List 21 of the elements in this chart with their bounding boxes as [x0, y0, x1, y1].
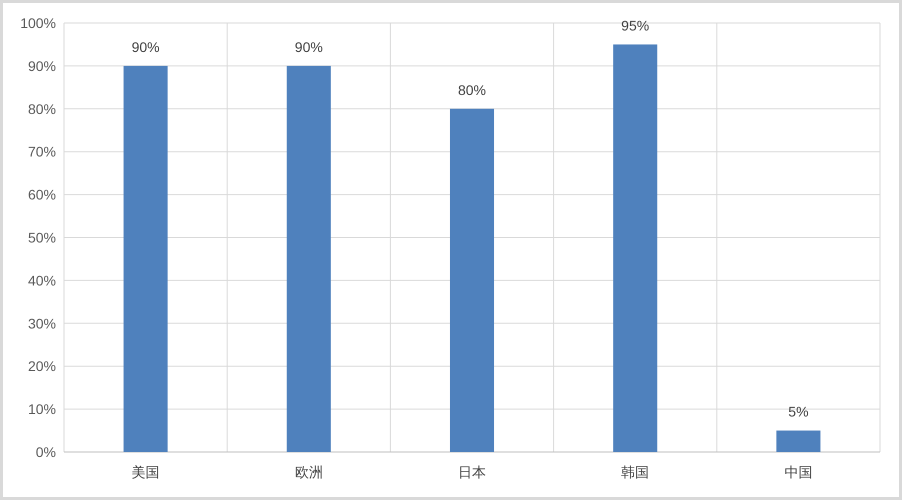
y-tick-label: 50%: [28, 230, 56, 246]
y-tick-label: 80%: [28, 100, 56, 117]
y-tick-label: 60%: [28, 186, 56, 203]
x-tick-label: 中国: [784, 464, 812, 480]
y-tick-label: 20%: [28, 358, 56, 374]
x-tick-label: 韩国: [621, 464, 650, 480]
data-label: 80%: [458, 82, 486, 98]
data-label: 90%: [132, 38, 160, 55]
y-tick-label: 90%: [28, 58, 56, 74]
x-tick-label: 欧洲: [294, 464, 323, 480]
x-tick-label: 日本: [458, 464, 486, 480]
y-tick-label: 100%: [20, 15, 56, 31]
y-tick-label: 0%: [36, 444, 56, 460]
y-tick-label: 70%: [28, 144, 56, 160]
data-label: 95%: [621, 17, 650, 34]
data-label: 5%: [788, 404, 809, 420]
y-tick-label: 10%: [28, 401, 56, 418]
data-label: 90%: [294, 38, 323, 55]
y-tick-label: 30%: [28, 315, 56, 332]
x-tick-label: 美国: [132, 464, 160, 480]
y-tick-label: 40%: [28, 272, 56, 288]
